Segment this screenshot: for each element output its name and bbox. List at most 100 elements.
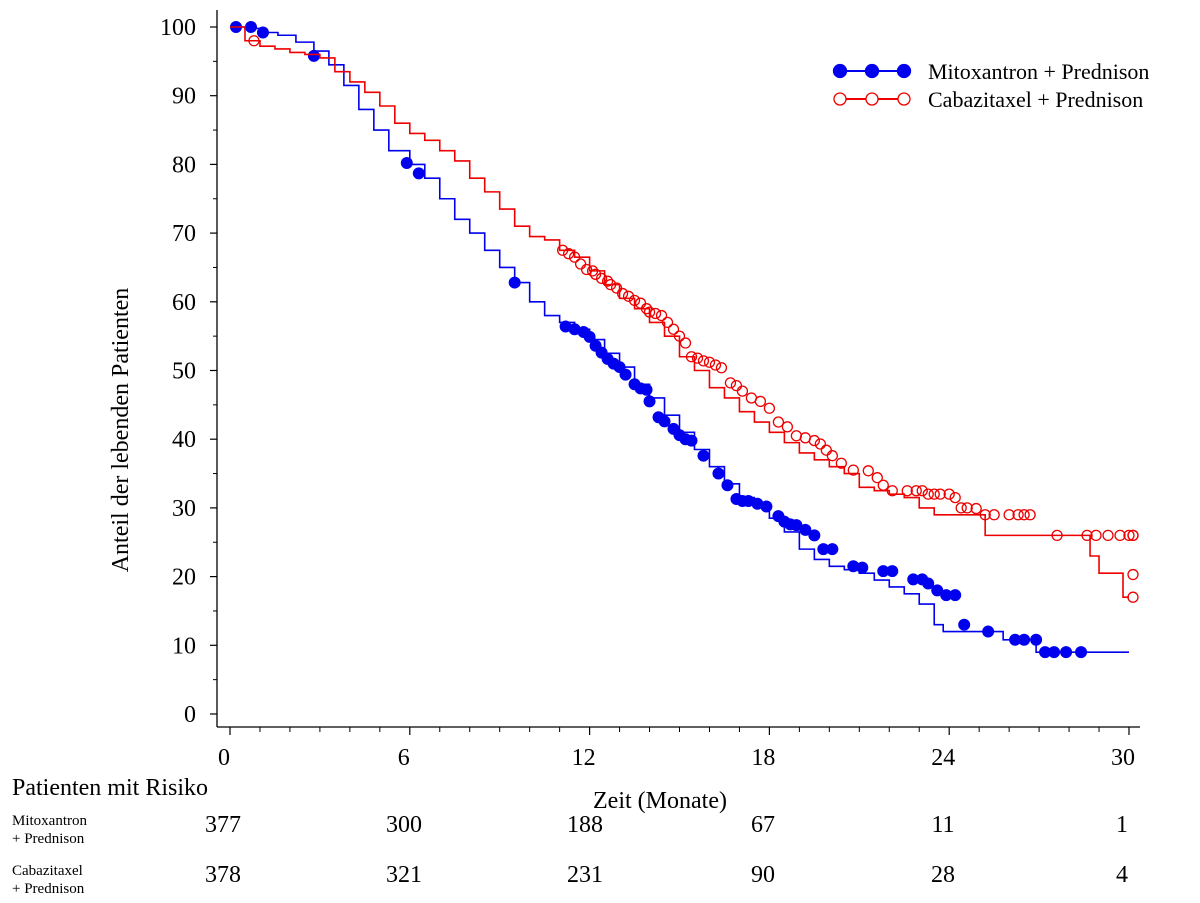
y-tick-label: 100 [160, 15, 196, 41]
risk-value-mito-6: 300 [386, 812, 422, 838]
legend-label: Mitoxantron + Prednison [928, 59, 1149, 84]
risk-row-label-line2: + Prednison [12, 881, 85, 897]
y-tick-label: 90 [172, 84, 196, 110]
censor-mark [970, 502, 982, 515]
censor-mark [655, 309, 668, 322]
x-tick-label: 30 [1111, 745, 1135, 771]
censor-mark [988, 509, 1000, 521]
censor-mark [583, 330, 596, 343]
risk-row-label-line1: Cabazitaxel [12, 863, 83, 879]
censor-mark [922, 577, 935, 590]
censor-mark [661, 316, 674, 329]
censor-mark [958, 618, 971, 631]
censor-mark [820, 444, 832, 456]
risk-row-label-cabazitaxel: Cabazitaxel + Prednison [12, 862, 84, 898]
censor-mark [1114, 529, 1126, 542]
censor-mark [886, 565, 899, 578]
risk-table-title: Patienten mit Risiko [12, 775, 208, 801]
censor-mark [412, 167, 425, 180]
risk-value-mito-18: 67 [751, 812, 775, 838]
censor-mark [1127, 529, 1139, 542]
censor-mark [1090, 529, 1102, 542]
censor-mark [826, 543, 839, 556]
risk-value-caba-0: 378 [205, 862, 241, 888]
plot-area [229, 21, 1139, 659]
censor-mark [799, 523, 812, 536]
censor-mark [709, 359, 722, 371]
censor-mark [703, 356, 716, 368]
censor-mark [1018, 633, 1031, 646]
censor-mark [643, 395, 656, 408]
censor-mark [697, 449, 710, 462]
series-line [230, 26, 1129, 653]
y-tick-label: 50 [172, 359, 196, 385]
legend-marker [865, 92, 879, 106]
censor-mark [307, 49, 320, 62]
y-tick-label: 80 [172, 152, 196, 178]
censor-mark [979, 509, 991, 521]
censor-mark [248, 35, 260, 47]
risk-value-caba-18: 90 [751, 862, 775, 888]
censor-mark [691, 352, 704, 364]
censor-mark [616, 287, 629, 300]
censor-mark [1060, 646, 1073, 659]
censor-mark [649, 307, 662, 320]
censor-mark [1102, 529, 1114, 542]
axes: 0 10 20 30 40 50 60 70 80 90 100 0 6 12 18 24 30 Zeit (Mo… [108, 10, 1140, 814]
series-line [230, 26, 1129, 599]
censor-mark [580, 263, 593, 276]
legend-marker [833, 92, 847, 106]
censor-mark [814, 438, 826, 450]
censor-mark [1030, 633, 1043, 646]
censor-mark [916, 485, 928, 497]
risk-row-label-mitoxantron: Mitoxantron + Prednison [12, 812, 87, 848]
censor-mark [943, 488, 955, 500]
censor-mark [949, 491, 961, 504]
censor-mark [862, 465, 874, 477]
censor-mark [601, 275, 614, 287]
censor-mark [658, 415, 671, 428]
legend-marker [897, 92, 911, 106]
censor-mark [901, 485, 913, 497]
censor-mark [673, 330, 686, 342]
censor-mark [760, 500, 773, 513]
censor-mark [781, 421, 794, 433]
censor-mark [589, 268, 602, 280]
censor-mark [685, 434, 698, 447]
censor-mark [934, 488, 946, 500]
censor-mark [721, 479, 734, 492]
censor-mark [1024, 509, 1036, 521]
y-tick-label: 20 [172, 565, 196, 591]
x-tick-label: 18 [751, 745, 775, 771]
legend-marker [832, 63, 848, 79]
censor-mark [763, 402, 776, 414]
y-tick-label: 70 [172, 221, 196, 247]
censor-mark [949, 589, 962, 602]
censor-mark [724, 377, 737, 389]
censor-mark [790, 430, 803, 442]
risk-value-caba-30: 4 [1116, 862, 1128, 888]
censor-mark [244, 21, 257, 33]
censor-mark [826, 450, 838, 462]
legend-label: Cabazitaxel + Prednison [928, 87, 1143, 112]
censor-mark [568, 251, 581, 263]
censor-mark [910, 485, 922, 497]
censor-mark [808, 529, 821, 542]
censor-mark [736, 385, 749, 397]
y-tick-label: 10 [172, 633, 196, 659]
censor-mark [730, 379, 743, 392]
risk-value-caba-12: 231 [567, 862, 603, 888]
censor-mark [886, 485, 898, 497]
y-axis-label: Anteil der lebenden Patienten [108, 288, 134, 573]
censor-mark [640, 303, 653, 315]
x-tick-label: 0 [218, 745, 230, 771]
censor-mark [634, 297, 647, 309]
censor-mark [685, 351, 698, 363]
censor-mark [1003, 509, 1015, 521]
censor-mark [508, 276, 521, 289]
censor-mark [1075, 646, 1088, 659]
x-tick-label: 6 [398, 745, 410, 771]
censor-mark [1051, 529, 1063, 542]
censor-mark [982, 625, 995, 638]
legend-marker [896, 63, 912, 79]
